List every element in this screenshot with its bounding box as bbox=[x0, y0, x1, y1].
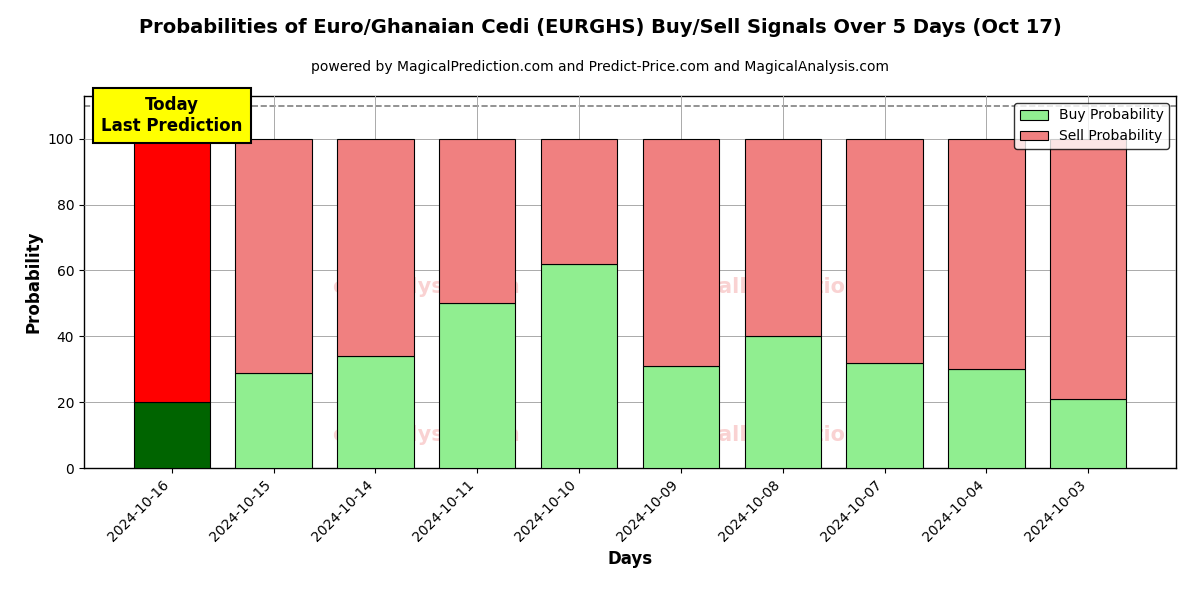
Bar bbox=[948, 139, 1025, 369]
Text: MagicalPrediction.com: MagicalPrediction.com bbox=[649, 277, 917, 297]
Text: Today
Last Prediction: Today Last Prediction bbox=[101, 97, 242, 135]
Text: calAnalysis.com: calAnalysis.com bbox=[332, 425, 521, 445]
Bar bbox=[337, 139, 414, 356]
Bar bbox=[439, 139, 516, 304]
Bar bbox=[744, 139, 821, 337]
Text: Probabilities of Euro/Ghanaian Cedi (EURGHS) Buy/Sell Signals Over 5 Days (Oct 1: Probabilities of Euro/Ghanaian Cedi (EUR… bbox=[139, 18, 1061, 37]
Bar bbox=[1050, 399, 1127, 468]
Bar bbox=[235, 373, 312, 468]
Bar bbox=[133, 139, 210, 402]
Text: powered by MagicalPrediction.com and Predict-Price.com and MagicalAnalysis.com: powered by MagicalPrediction.com and Pre… bbox=[311, 60, 889, 74]
Bar bbox=[948, 369, 1025, 468]
Bar bbox=[846, 139, 923, 362]
Legend: Buy Probability, Sell Probability: Buy Probability, Sell Probability bbox=[1014, 103, 1169, 149]
Bar bbox=[643, 139, 719, 366]
Bar bbox=[133, 402, 210, 468]
Y-axis label: Probability: Probability bbox=[24, 231, 42, 333]
Bar bbox=[541, 264, 617, 468]
Bar bbox=[439, 304, 516, 468]
Bar bbox=[1050, 139, 1127, 399]
Text: calAnalysis.com: calAnalysis.com bbox=[332, 277, 521, 297]
Bar bbox=[643, 366, 719, 468]
Bar bbox=[541, 139, 617, 264]
Bar bbox=[744, 337, 821, 468]
Bar bbox=[337, 356, 414, 468]
X-axis label: Days: Days bbox=[607, 550, 653, 568]
Bar bbox=[235, 139, 312, 373]
Bar bbox=[846, 362, 923, 468]
Text: MagicalPrediction.com: MagicalPrediction.com bbox=[649, 425, 917, 445]
